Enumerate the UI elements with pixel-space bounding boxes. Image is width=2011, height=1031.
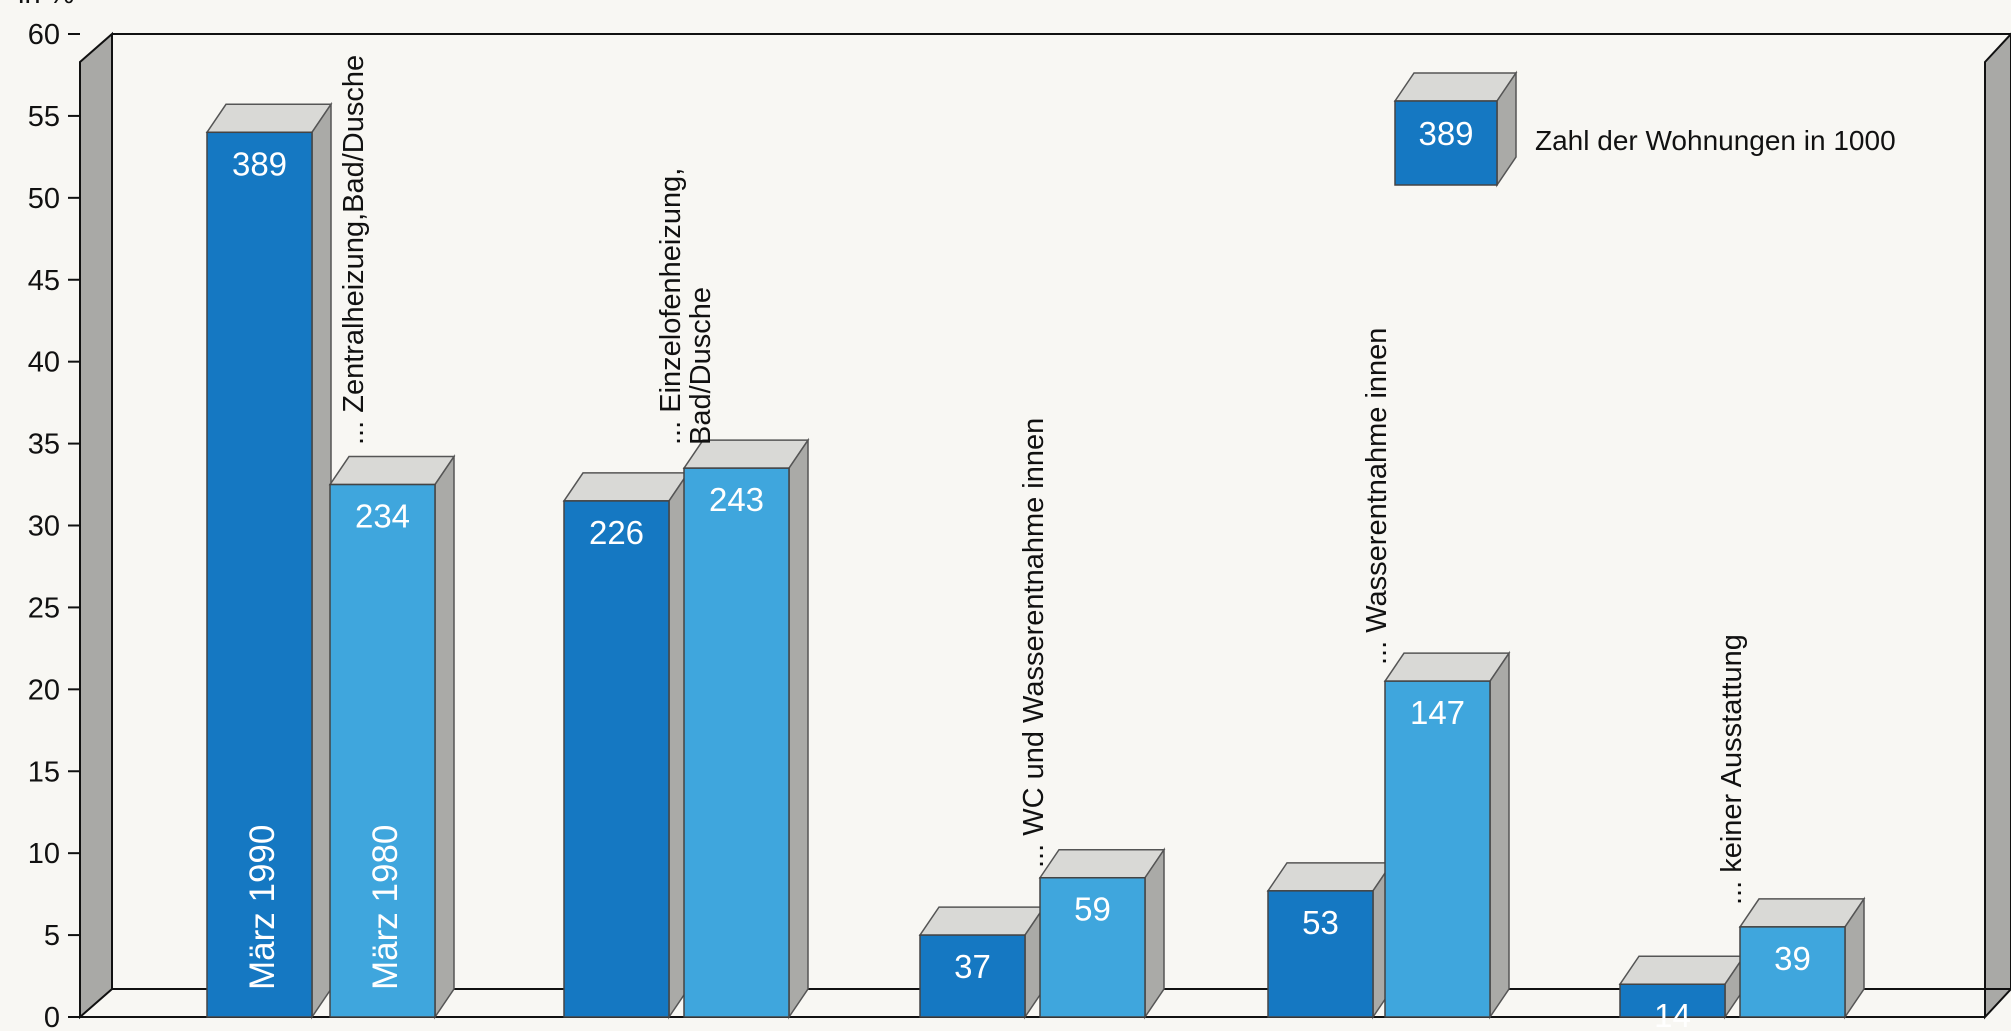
bar-1990-1 (206, 131, 313, 1018)
y-tick-label: 15 (28, 756, 60, 788)
y-tick-label: 60 (28, 19, 60, 51)
bar-1990-4-top (1266, 862, 1394, 892)
legend: 389 Zahl der Wohnungen in 1000 (1393, 70, 1896, 188)
bar-1990-5-top (1618, 955, 1746, 985)
series-label-1990: März 1990 (243, 825, 282, 990)
bar-1980-1-top (328, 455, 456, 486)
chart-walls (79, 31, 2011, 1020)
y-axis-label: in % (18, 0, 74, 10)
y-tick-label: 50 (28, 183, 60, 215)
bar-1980-4 (1384, 680, 1491, 1018)
bar-1990-2 (563, 500, 670, 1018)
bars: 389 226 37 53 14 234 243 59 147 39 März 1990 März 1… (205, 101, 1866, 1031)
bar-1980-3-top (1038, 848, 1166, 879)
bar-1980-5-value-label: 39 (1774, 940, 1811, 977)
bar-1980-2-side (788, 437, 809, 1020)
y-tick-label: 30 (28, 511, 60, 543)
bar-1990-4 (1267, 890, 1374, 1018)
right-wall (1984, 32, 2011, 1020)
bar-1980-5-top (1738, 898, 1866, 928)
legend-swatch (1394, 100, 1498, 186)
bar-1990-3 (919, 934, 1026, 1018)
left-wall (79, 31, 113, 1020)
series-label-1980: März 1980 (366, 825, 405, 990)
bar-1990-4-value-label: 53 (1302, 904, 1339, 941)
bar-1980-1-side (434, 454, 455, 1020)
category-label-3: ... WC und Wasserentnahme innen (1018, 418, 1050, 868)
y-tick-label: 20 (28, 674, 60, 706)
bar-1990-1-side (311, 101, 332, 1020)
bar-1980-5 (1739, 926, 1846, 1018)
category-label-1: ... Zentralheizung,Bad/Dusche (338, 55, 370, 445)
legend-text: Zahl der Wohnungen in 1000 (1535, 125, 1896, 156)
bar-1990-3-value-label: 37 (954, 948, 991, 985)
bar-1990-1-value-label: 389 (232, 145, 287, 182)
bar-1980-1 (329, 483, 436, 1018)
y-axis: 0 5 10 15 20 25 30 35 40 45 50 55 60 in % (18, 0, 81, 1031)
y-tick-label: 25 (28, 592, 60, 624)
bar-1980-1-value-label: 234 (355, 498, 410, 535)
category-label-4: ... Wasserentnahme innen (1361, 328, 1393, 665)
y-tick-label: 0 (44, 1002, 60, 1031)
bar-1990-5-value-label: 14 (1654, 997, 1691, 1031)
category-labels: ... Zentralheizung,Bad/Dusche ... Einzelo… (338, 55, 1748, 905)
bar-1980-2 (683, 467, 790, 1018)
y-tick-label: 45 (28, 265, 60, 297)
bar-1980-3 (1039, 876, 1146, 1018)
bar-1990-2-value-label: 226 (589, 514, 644, 551)
bar-1980-4-side (1489, 650, 1510, 1020)
y-tick-label: 40 (28, 347, 60, 379)
y-tick-label: 10 (28, 838, 60, 870)
category-label-5: ... keiner Ausstattung (1716, 634, 1748, 905)
y-tick-label: 5 (44, 920, 60, 952)
legend-value: 389 (1418, 115, 1473, 152)
y-tick-label: 35 (28, 429, 60, 461)
bar-1980-4-value-label: 147 (1410, 694, 1465, 731)
bar-1980-3-value-label: 59 (1074, 891, 1111, 928)
bar-1980-2-value-label: 243 (709, 481, 764, 518)
legend-swatch-top (1393, 72, 1518, 102)
bar-1980-3-side (1144, 847, 1165, 1020)
bar-1990-3-top (918, 906, 1046, 936)
category-label-2: ... Einzelofenheizung, (655, 168, 687, 445)
category-label-2: Bad/Dusche (685, 287, 717, 445)
bar-1980-4-top (1383, 652, 1511, 682)
bar-1990-2-top (562, 472, 690, 502)
bar-1990-5 (1619, 983, 1726, 1018)
y-tick-label: 55 (28, 101, 60, 133)
bar-1990-1-top (205, 103, 333, 134)
